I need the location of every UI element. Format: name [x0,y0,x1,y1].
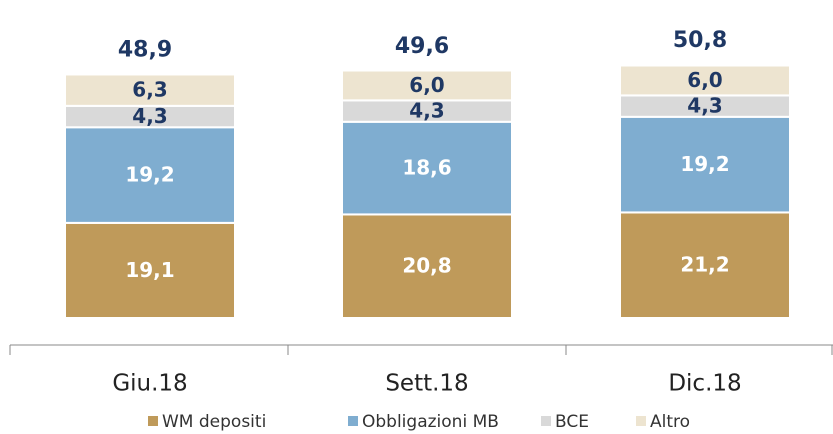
x-tick-label: Sett.18 [385,371,468,397]
legend-swatch [541,416,551,426]
value-label: 4,3 [687,94,722,118]
bar-segment [619,115,791,214]
x-tick-label: Dic.18 [668,371,741,397]
bar-segment [64,73,236,107]
legend-label: Obbligazioni MB [362,412,499,432]
value-label: 6,3 [132,78,167,102]
legend-label: WM depositi [162,412,266,432]
legend-swatch [148,416,158,426]
total-label: 50,8 [673,28,727,53]
total-label: 48,9 [118,37,172,62]
bar-segment [341,120,513,216]
value-label: 4,3 [409,99,444,123]
value-label: 18,6 [402,156,451,180]
bar-segment [64,221,236,319]
value-label: 19,1 [125,258,174,282]
value-label: 19,2 [125,163,174,187]
legend-label: BCE [555,412,589,432]
bar-segment [64,126,236,224]
legend-label: Altro [650,412,690,432]
total-label: 49,6 [395,34,449,59]
bar-segment [341,69,513,102]
value-label: 6,0 [409,73,444,97]
value-label: 20,8 [402,254,451,278]
bar-segment [619,64,791,97]
value-label: 21,2 [680,253,729,277]
legend-swatch [348,416,358,426]
value-label: 6,0 [687,68,722,92]
value-label: 4,3 [132,104,167,128]
value-label: 19,2 [680,152,729,176]
legend-swatch [636,416,646,426]
bar-segment [341,213,513,319]
x-tick-label: Giu.18 [112,371,187,397]
